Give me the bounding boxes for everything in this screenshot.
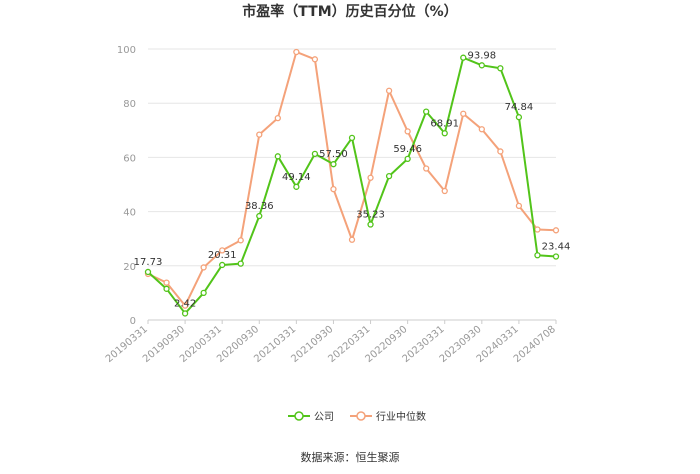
data-source: 数据来源：恒生聚源 [301,450,400,464]
data-point [367,174,374,181]
data-point [256,212,263,220]
data-point [200,264,207,271]
data-point [423,108,430,115]
data-point [348,236,356,243]
data-point [497,148,504,155]
y-tick-label: 20 [123,262,136,273]
data-point [293,48,300,56]
y-tick-label: 40 [123,208,136,219]
data-point [534,226,541,233]
data-point [423,165,430,172]
data-point [293,183,300,190]
data-point [237,260,244,267]
data-point [330,185,337,193]
data-point [404,155,411,163]
y-tick-label: 80 [123,99,136,110]
data-label: 17.73 [134,257,163,268]
data-point [219,261,226,269]
data-labels: 17.73 2.42 20.31 38.36 49.14 57.50 35.23 59.46 6… [134,50,571,309]
data-point [404,128,411,135]
y-tick-label: 0 [130,316,136,327]
data-point [311,56,319,63]
data-point [181,310,189,317]
data-point [163,279,170,286]
y-axis: 0 20 40 60 80 100 [117,45,136,327]
data-point [497,65,504,72]
data-label: 38.36 [245,201,274,212]
data-point [330,161,337,168]
data-point [441,187,448,195]
series-line [147,50,557,307]
grid-lines [148,48,556,321]
data-point [460,54,467,61]
data-label: 59.46 [393,144,422,155]
legend-marker [356,411,366,421]
chart-title: 市盈率（TTM）历史百分位（%） [242,3,457,20]
data-point [385,172,393,180]
x-axis: 2019033120190930202003312020093020210331… [104,319,558,365]
series-layer [144,48,560,317]
data-point [552,253,560,260]
data-point [534,252,541,259]
data-point [144,268,152,276]
data-point [441,130,448,137]
series-line [147,56,557,315]
data-point [311,150,319,158]
data-point [256,131,263,138]
data-label: 93.98 [467,50,496,61]
data-point [515,202,523,210]
data-point [478,126,485,133]
data-label: 23.44 [542,241,571,252]
data-label: 35.23 [356,210,385,221]
data-point [367,221,374,228]
y-tick-label: 60 [123,153,136,164]
data-point [200,289,207,297]
data-point [274,114,281,122]
legend: 公司 行业中位数 [288,410,426,423]
data-point [460,110,467,117]
data-label: 49.14 [282,172,311,183]
data-label: 2.42 [174,298,196,309]
legend-label: 行业中位数 [376,410,426,423]
data-point [478,62,485,69]
data-point [181,302,189,309]
legend-label: 公司 [314,412,334,423]
data-label: 20.31 [208,250,237,261]
y-tick-label: 100 [117,45,136,56]
data-label: 57.50 [319,149,348,160]
data-label: 74.84 [505,102,534,113]
data-point [385,87,393,94]
data-point [274,153,281,160]
data-point [348,134,356,142]
data-point [515,114,523,121]
data-point [552,227,560,234]
data-point [163,285,170,292]
data-label: 68.91 [430,118,459,129]
legend-marker [294,411,304,421]
data-point [237,237,244,244]
data-point [219,247,226,254]
